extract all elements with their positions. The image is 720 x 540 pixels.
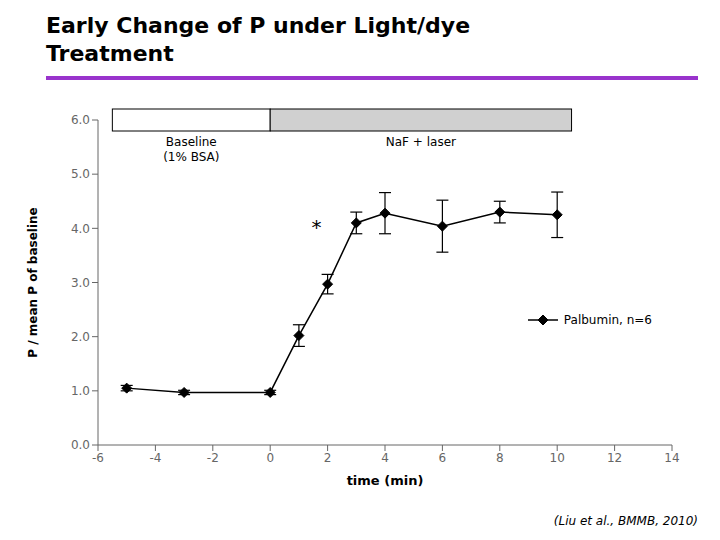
svg-text:0: 0: [266, 451, 274, 465]
svg-text:-2: -2: [207, 451, 219, 465]
svg-text:6: 6: [439, 451, 447, 465]
svg-text:3.0: 3.0: [71, 276, 90, 290]
svg-text:6.0: 6.0: [71, 113, 90, 127]
svg-text:5.0: 5.0: [71, 167, 90, 181]
svg-text:4.0: 4.0: [71, 222, 90, 236]
svg-text:4: 4: [381, 451, 389, 465]
html-text:Early Change of P under Light/: Early Change of P under Light/dye: [46, 13, 471, 38]
svg-text:1.0: 1.0: [71, 384, 90, 398]
svg-text:*: *: [312, 215, 322, 239]
svg-text:-4: -4: [149, 451, 161, 465]
svg-text:Baseline(1% BSA): Baseline(1% BSA): [163, 135, 219, 164]
svg-text:2: 2: [324, 451, 332, 465]
svg-text:10: 10: [550, 451, 565, 465]
svg-text:P / mean P of baseline: P / mean P of baseline: [26, 207, 40, 358]
svg-text:0.0: 0.0: [71, 438, 90, 452]
svg-text:8: 8: [496, 451, 504, 465]
html-text:Treatment: Treatment: [46, 41, 174, 66]
svg-text:2.0: 2.0: [71, 330, 90, 344]
html-text:Palbumin, n=6: Palbumin, n=6: [563, 312, 652, 327]
svg-text:time (min): time (min): [347, 473, 424, 488]
svg-text:NaF + laser: NaF + laser: [386, 135, 456, 149]
svg-text:14: 14: [664, 451, 679, 465]
html-text:(Liu et al., BMMB, 2010): (Liu et al., BMMB, 2010): [553, 514, 698, 528]
svg-text:12: 12: [607, 451, 622, 465]
svg-text:-6: -6: [92, 451, 104, 465]
